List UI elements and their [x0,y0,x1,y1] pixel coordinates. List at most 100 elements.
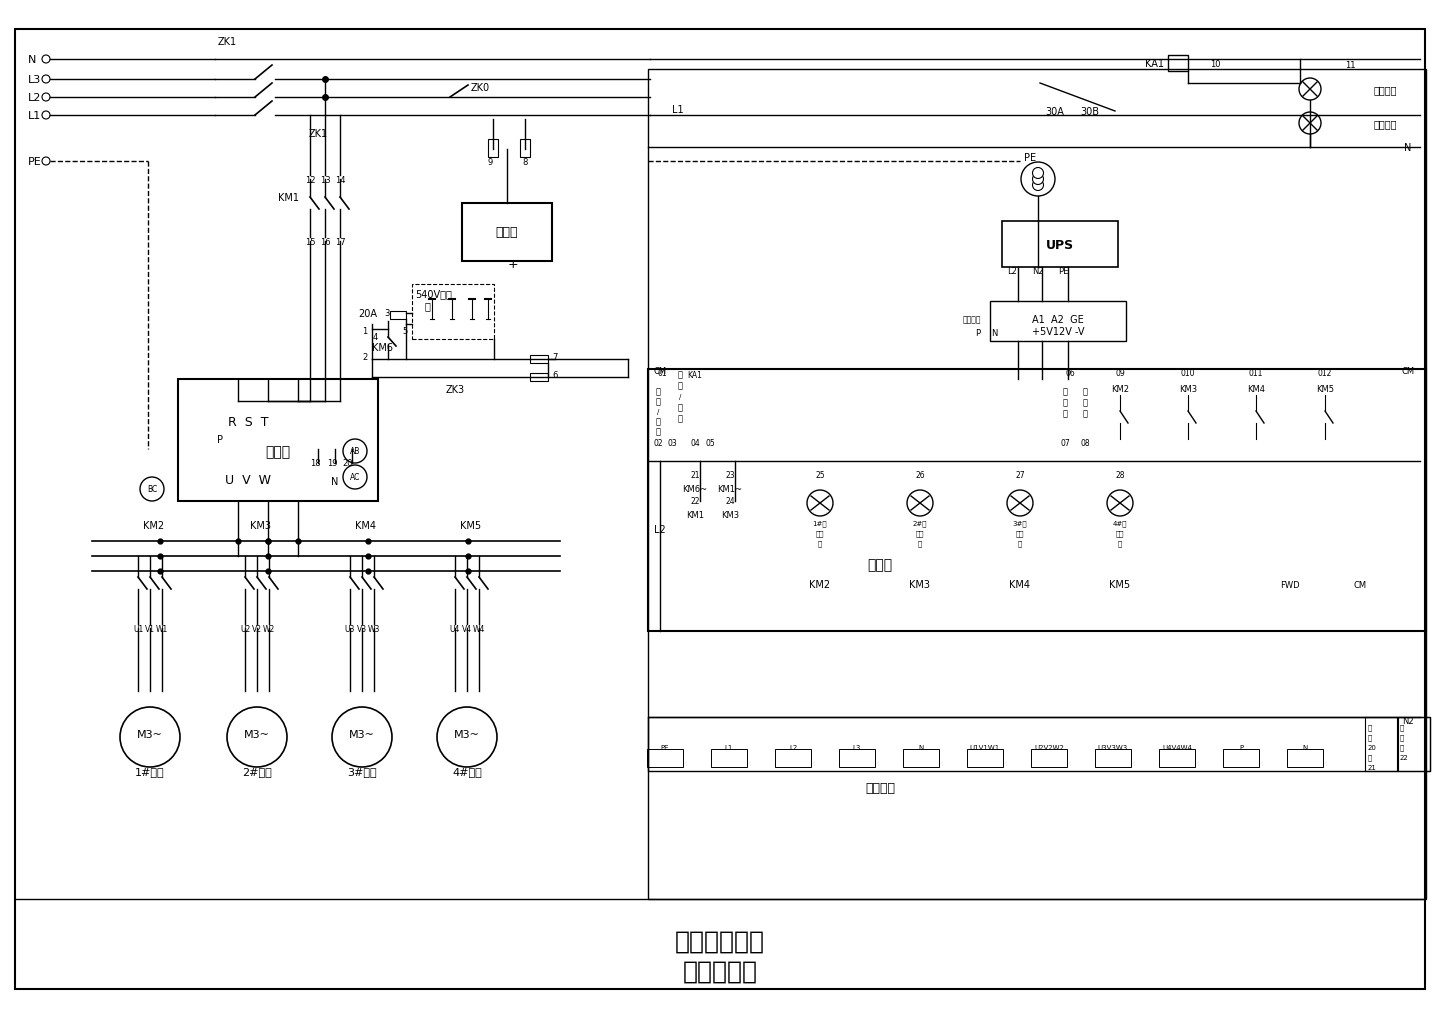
Text: W3: W3 [367,624,380,633]
Text: 10: 10 [1210,59,1221,68]
Text: 4#电机: 4#电机 [452,766,482,776]
Circle shape [228,707,287,767]
Text: M3~: M3~ [137,730,163,739]
Text: V4: V4 [462,624,472,633]
Text: 20: 20 [1368,744,1377,750]
Text: BC: BC [147,485,157,494]
Text: U1: U1 [132,624,143,633]
Text: L3: L3 [852,744,861,750]
Text: KM5: KM5 [459,521,481,531]
Text: V2: V2 [252,624,262,633]
Text: 公: 公 [1400,723,1404,731]
Text: 19: 19 [327,459,337,468]
Text: KM2: KM2 [809,580,831,589]
Text: KM5: KM5 [1109,580,1130,589]
Text: PE: PE [1024,153,1035,163]
Circle shape [140,478,164,501]
Text: 控制器: 控制器 [867,557,893,572]
Text: 22: 22 [690,497,700,506]
Text: KM6~: KM6~ [683,485,707,494]
Text: U3: U3 [344,624,356,633]
Text: 26: 26 [916,470,924,479]
Text: 手: 手 [677,370,683,379]
Text: 3: 3 [384,309,390,318]
Text: KM4: KM4 [1009,580,1031,589]
Text: W4: W4 [472,624,485,633]
Bar [1002,222,1117,268]
Text: 泵运: 泵运 [1116,530,1125,537]
Text: KM4: KM4 [1247,385,1264,394]
Text: 17: 17 [334,237,346,247]
Text: N: N [919,744,923,750]
Text: U4V4W4: U4V4W4 [1162,744,1192,750]
Bar [1031,749,1067,767]
Text: 8: 8 [523,157,527,166]
Text: PE: PE [1058,267,1068,276]
Text: 组: 组 [425,301,431,311]
Text: 15: 15 [305,237,315,247]
Text: P: P [217,434,223,444]
Text: KM3: KM3 [1179,385,1197,394]
Text: N2: N2 [1403,716,1414,726]
Text: M3~: M3~ [243,730,269,739]
Text: 2#水: 2#水 [913,520,927,527]
Circle shape [1032,180,1044,192]
Text: 市电指示: 市电指示 [1374,85,1397,95]
Text: KM1: KM1 [278,193,300,203]
Text: 12: 12 [305,175,315,184]
Text: KM3: KM3 [251,521,271,531]
Text: L2: L2 [27,93,42,103]
Text: A1  A2  GE: A1 A2 GE [1032,315,1084,325]
Circle shape [806,490,832,517]
Circle shape [1107,490,1133,517]
Text: KM5: KM5 [1316,385,1333,394]
Text: 动: 动 [677,381,683,390]
Text: N: N [331,477,338,486]
Text: 水: 水 [1083,398,1087,408]
Text: L3: L3 [27,75,42,85]
Text: 动: 动 [655,397,661,407]
Text: 13: 13 [320,175,330,184]
Text: ZK3: ZK3 [445,384,465,394]
Text: 动: 动 [677,414,683,423]
Text: 位: 位 [1083,409,1087,418]
Text: KM1: KM1 [685,510,704,519]
Bar [1168,56,1188,72]
Text: L2: L2 [789,744,798,750]
Text: 5: 5 [402,327,408,336]
Text: N: N [991,329,996,338]
Bar [1398,717,1430,771]
Text: 停: 停 [655,417,661,426]
Circle shape [1007,490,1032,517]
Text: 9: 9 [487,157,492,166]
Text: KM2: KM2 [1112,385,1129,394]
Text: U4: U4 [449,624,461,633]
Bar [520,140,530,158]
Bar [648,370,1426,632]
Text: R  S  T: R S T [228,415,268,428]
Text: ZK1: ZK1 [308,128,327,139]
Text: CM: CM [652,367,667,376]
Circle shape [1032,168,1044,179]
Text: +: + [508,257,518,270]
Text: 电池采样: 电池采样 [963,315,981,324]
Text: 泵运: 泵运 [916,530,924,537]
Text: 010: 010 [1181,369,1195,378]
Bar [775,749,811,767]
Bar [648,717,1430,771]
Bar [530,356,549,364]
Text: 1: 1 [363,327,367,336]
Text: 07: 07 [1060,439,1070,448]
Text: 011: 011 [1248,369,1263,378]
Circle shape [42,56,50,64]
Text: 012: 012 [1318,369,1332,378]
Text: 20A: 20A [359,309,377,319]
Text: 05: 05 [706,439,714,448]
Text: 四泵恒压供水: 四泵恒压供水 [675,929,765,953]
Text: M3~: M3~ [348,730,374,739]
Circle shape [42,158,50,166]
Bar [488,140,498,158]
Text: KM1~: KM1~ [717,485,743,494]
Text: N: N [1302,744,1308,750]
Text: KM6: KM6 [372,342,393,353]
